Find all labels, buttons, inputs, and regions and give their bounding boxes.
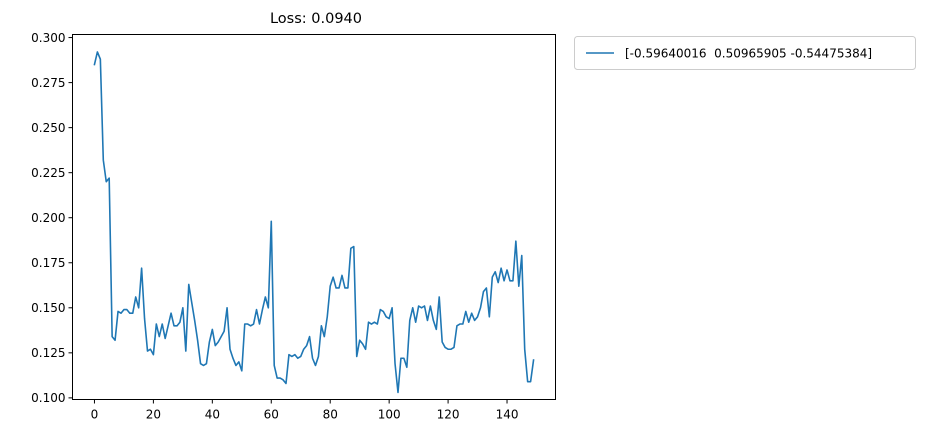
legend-box [574,36,916,70]
x-tick-label: 20 [146,408,161,422]
y-tick-label: 0.275 [31,76,65,90]
y-tick-label: 0.150 [31,301,65,315]
plot-frame [72,34,556,400]
x-tick-label: 120 [437,408,460,422]
chart-title: Loss: 0.0940 [270,11,362,27]
y-tick-label: 0.175 [31,256,65,270]
y-tick-label: 0.300 [31,31,65,45]
y-axis-ticks: 0.100 0.125 0.150 0.175 0.200 0.225 0.250 0.275… [31,31,73,405]
x-tick-label: 140 [496,408,519,422]
series-line-0 [93,51,535,394]
y-tick-label: 0.100 [31,391,65,405]
y-tick-label: 0.125 [31,346,65,360]
legend-label: [-0.59640016 0.50965905 -0.54475384] [625,47,872,61]
legend: [-0.59640016 0.50965905 -0.54475384] [574,36,916,70]
y-tick-label: 0.225 [31,166,65,180]
x-axis-ticks: 0 20 40 60 80 100 120 140 [91,399,519,422]
x-tick-label: 80 [323,408,338,422]
y-tick-label: 0.250 [31,121,65,135]
x-tick-label: 60 [264,408,279,422]
x-tick-label: 100 [378,408,401,422]
x-tick-label: 40 [205,408,220,422]
y-tick-label: 0.200 [31,211,65,225]
series-layer [93,51,535,394]
x-tick-label: 0 [91,408,99,422]
